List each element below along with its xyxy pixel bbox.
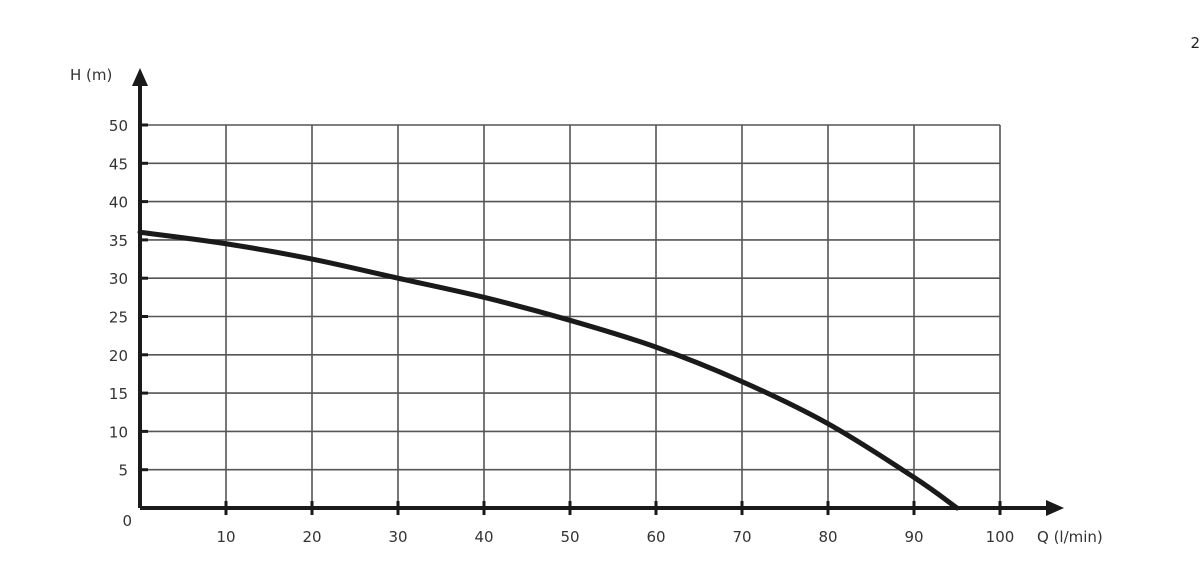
x-tick-label: 60 xyxy=(646,528,665,546)
y-tick-label: 20 xyxy=(109,347,128,365)
y-axis-arrow xyxy=(132,68,148,86)
x-tick-label: 10 xyxy=(216,528,235,546)
pump-curve-line xyxy=(137,229,960,511)
x-tick-label: 80 xyxy=(818,528,837,546)
x-tick-label: 90 xyxy=(904,528,923,546)
y-tick-label: 30 xyxy=(109,270,128,288)
x-tick-label: 20 xyxy=(302,528,321,546)
y-axis-label: H (m) xyxy=(70,66,112,84)
x-axis-arrow xyxy=(1046,500,1064,516)
page-number: 2 xyxy=(1190,34,1200,52)
y-tick-label: 25 xyxy=(109,309,128,327)
x-tick-label: 70 xyxy=(732,528,751,546)
y-tick-label: 50 xyxy=(109,117,128,135)
x-axis-label: Q (l/min) xyxy=(1037,528,1103,546)
y-tick-label: 40 xyxy=(109,194,128,212)
x-tick-label: 50 xyxy=(560,528,579,546)
y-tick-label: 10 xyxy=(109,423,128,441)
y-tick-label: 0 xyxy=(122,512,132,530)
x-tick-label: 100 xyxy=(986,528,1015,546)
y-tick-label: 35 xyxy=(109,232,128,250)
y-tick-label: 45 xyxy=(109,155,128,173)
x-tick-label: 30 xyxy=(388,528,407,546)
y-tick-label: 15 xyxy=(109,385,128,403)
x-tick-label: 40 xyxy=(474,528,493,546)
y-tick-label: 5 xyxy=(118,462,128,480)
